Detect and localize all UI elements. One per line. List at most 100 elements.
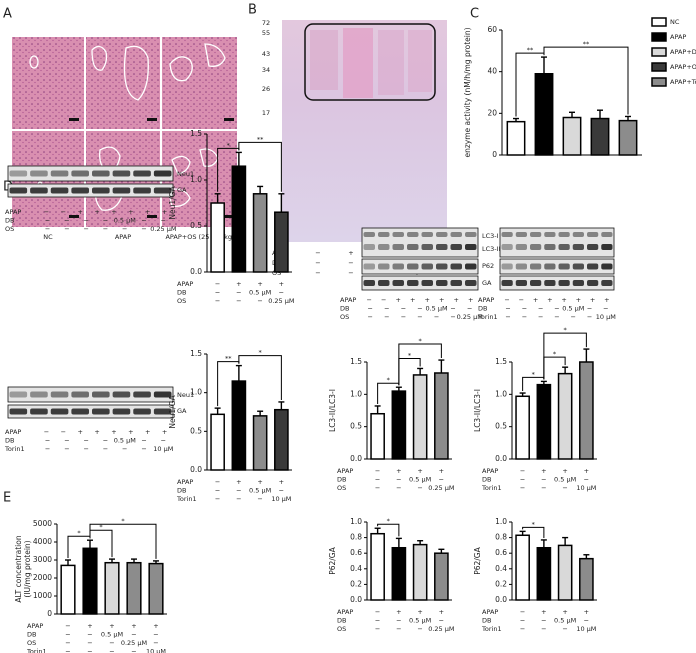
condition-label: APAP	[27, 622, 43, 630]
blot-strip	[361, 258, 479, 275]
condition-value: −	[396, 476, 401, 484]
y-axis-label: LC3-II/LC3-I	[473, 389, 482, 432]
condition-label: APAP	[337, 467, 353, 475]
condition-value: −	[571, 313, 576, 321]
panel-label: B	[248, 3, 257, 18]
significance-bracket	[543, 332, 587, 380]
condition-value: −	[538, 313, 543, 321]
condition-value: −	[315, 259, 320, 267]
blot-band	[465, 280, 477, 286]
condition-value: −	[61, 428, 66, 436]
blot-band	[112, 408, 131, 415]
y-axis-label: ALT concentration	[14, 535, 23, 602]
condition-label: Torin1	[481, 625, 502, 633]
condition-label: DB	[337, 617, 346, 625]
condition-value: −	[520, 476, 525, 484]
condition-label: DB	[177, 289, 186, 297]
condition-value: +	[533, 296, 538, 304]
blot-band	[71, 187, 89, 194]
condition-value: −	[44, 208, 49, 216]
blot-band	[501, 232, 513, 237]
y-tick-label: 0.2	[350, 579, 362, 588]
legend-label: APAP+OS (0.25 μM)	[670, 63, 696, 71]
band-label: Neu1	[177, 391, 194, 399]
condition-value: 0.5 μM	[554, 476, 576, 484]
condition-value: −	[417, 313, 422, 321]
condition-value: −	[215, 289, 220, 297]
condition-label: OS	[337, 625, 346, 633]
condition-value: −	[396, 617, 401, 625]
condition-value: 0.5 μM	[409, 617, 431, 625]
condition-value: −	[520, 608, 525, 616]
blot-band	[9, 187, 28, 194]
condition-value: +	[584, 467, 589, 475]
condition-value: 0.5 μM	[409, 476, 431, 484]
condition-value: −	[141, 445, 146, 453]
blot-band	[392, 263, 404, 270]
condition-label: DB	[27, 631, 36, 639]
condition-value: −	[103, 225, 108, 233]
marker-label: 26	[262, 85, 270, 93]
condition-value: −	[257, 495, 262, 503]
condition-value: −	[562, 484, 567, 492]
condition-value: −	[109, 648, 114, 653]
condition-value: −	[520, 484, 525, 492]
significance-label: *	[553, 350, 557, 358]
condition-value: −	[65, 622, 70, 630]
condition-value: −	[417, 484, 422, 492]
blot-band	[572, 232, 584, 237]
blot-band	[363, 244, 375, 250]
bar	[391, 390, 407, 460]
condition-value: +	[417, 608, 422, 616]
significance-label: **	[583, 40, 590, 48]
blot-band	[407, 263, 419, 270]
condition-value: +	[94, 208, 99, 216]
condition-value: +	[257, 478, 262, 486]
condition-value: −	[279, 289, 284, 297]
y-axis-label: P62/GA	[328, 546, 337, 574]
y-tick-label: 3000	[33, 555, 52, 564]
condition-value: 10 μM	[271, 495, 291, 503]
condition-value: −	[44, 428, 49, 436]
condition-value: −	[64, 217, 69, 225]
blot-band	[436, 280, 448, 286]
condition-value: +	[562, 608, 567, 616]
blot-band	[392, 232, 404, 237]
significance-bracket	[89, 523, 157, 559]
condition-value: −	[522, 313, 527, 321]
blot-band	[392, 244, 404, 250]
blot-band	[9, 408, 28, 415]
y-tick-label: 0	[492, 150, 497, 159]
blot-band	[436, 244, 448, 250]
condition-value: +	[236, 280, 241, 288]
condition-value: +	[128, 428, 133, 436]
condition-value: −	[141, 225, 146, 233]
bar	[506, 120, 526, 156]
condition-value: −	[450, 305, 455, 313]
blot-band	[50, 187, 69, 194]
significance-bracket	[238, 355, 282, 400]
y-tick-label: 0.6	[495, 548, 507, 557]
blot-band	[544, 280, 556, 286]
bar	[210, 413, 225, 471]
blot-band	[407, 232, 419, 237]
bar	[590, 117, 610, 156]
condition-value: −	[562, 625, 567, 633]
condition-value: −	[368, 313, 373, 321]
condition-value: +	[604, 296, 609, 304]
y-tick-label: 5000	[33, 519, 52, 528]
bar	[370, 532, 385, 601]
y-tick-label: 0.0	[350, 595, 362, 604]
condition-value: −	[83, 217, 88, 225]
panel-label: E	[3, 491, 11, 506]
condition-value: 0.5 μM	[562, 305, 584, 313]
blot-band	[587, 232, 599, 237]
blot-strip	[7, 165, 174, 182]
condition-value: −	[122, 445, 127, 453]
blot-band	[587, 244, 599, 250]
condition-value: −	[103, 437, 108, 445]
blot-band	[572, 244, 584, 250]
blot-band	[153, 408, 172, 415]
condition-value: −	[64, 225, 69, 233]
significance-label: *	[227, 141, 231, 149]
